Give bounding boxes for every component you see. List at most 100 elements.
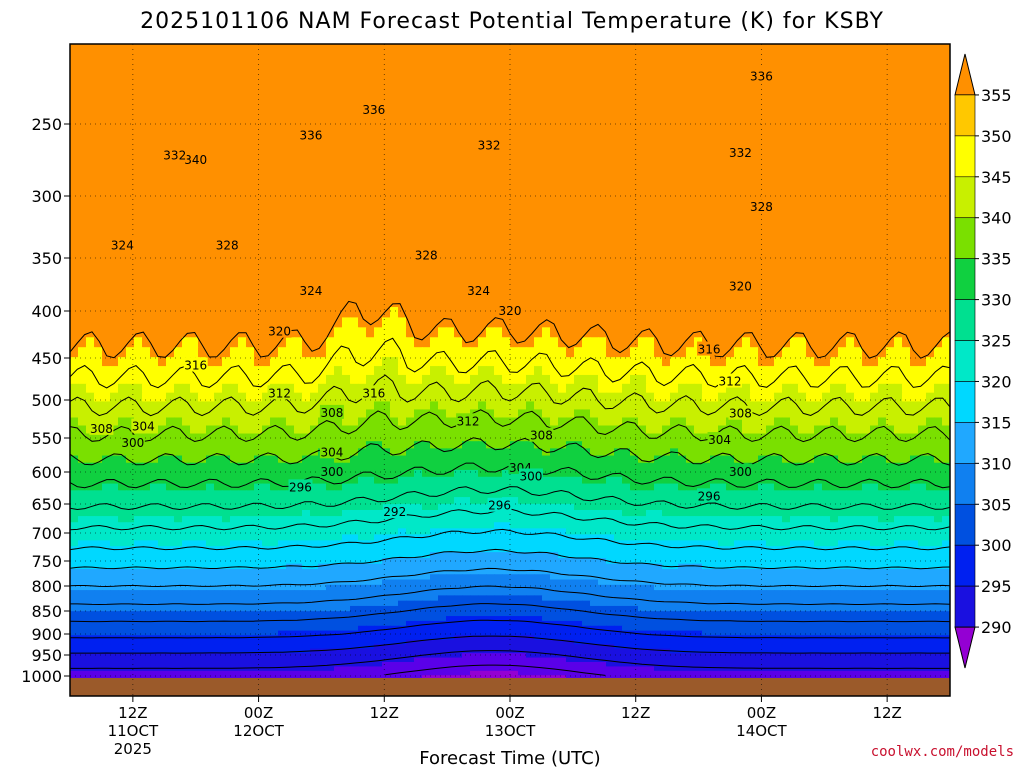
field-cell [470, 374, 479, 385]
field-cell [326, 383, 335, 394]
field-cell [318, 425, 327, 435]
field-cell [878, 197, 887, 212]
field-cell [766, 347, 775, 358]
field-cell [470, 295, 479, 308]
field-cell [102, 462, 111, 471]
field-cell [238, 223, 247, 238]
field-cell [398, 401, 407, 411]
field-cell [758, 401, 767, 411]
field-cell [142, 210, 151, 225]
field-cell [910, 503, 919, 511]
field-cell [702, 374, 711, 385]
field-cell [806, 503, 815, 511]
field-cell [598, 249, 607, 263]
field-cell [206, 366, 215, 376]
field-cell [214, 307, 223, 318]
field-cell [518, 317, 527, 328]
field-cell [790, 357, 799, 367]
field-cell [174, 462, 183, 471]
field-cell [886, 469, 895, 478]
field-cell [830, 284, 839, 297]
field-cell [566, 469, 575, 478]
field-cell [782, 167, 791, 184]
field-cell [678, 337, 687, 348]
field-cell [374, 121, 383, 138]
field-cell [222, 476, 231, 485]
field-cell [566, 347, 575, 358]
field-cell [566, 503, 575, 511]
field-cell [662, 121, 671, 138]
field-cell [910, 77, 919, 93]
field-cell [150, 357, 159, 367]
field-cell [486, 448, 495, 457]
field-cell [86, 44, 95, 49]
field-cell [478, 374, 487, 385]
field-cell [398, 383, 407, 394]
field-cell [870, 497, 879, 505]
field-cell [390, 497, 399, 505]
field-cell [646, 44, 655, 49]
field-cell [470, 425, 479, 435]
field-cell [494, 483, 503, 491]
field-cell [630, 327, 639, 338]
field-cell [814, 409, 823, 419]
field-cell [430, 366, 439, 376]
field-cell [646, 503, 655, 511]
field-cell [734, 136, 743, 153]
field-cell [150, 503, 159, 511]
field-cell [398, 307, 407, 318]
field-cell [846, 197, 855, 212]
field-cell [406, 455, 415, 464]
field-cell [622, 167, 631, 184]
field-cell [790, 152, 799, 168]
field-cell [78, 401, 87, 411]
field-cell [686, 441, 695, 449]
field-cell [918, 273, 927, 286]
field-cell [862, 347, 871, 358]
field-cell [358, 121, 367, 138]
field-cell [862, 152, 871, 168]
field-cell [902, 284, 911, 297]
field-cell [766, 307, 775, 318]
field-cell [142, 357, 151, 367]
field-cell [102, 509, 111, 517]
field-cell [550, 374, 559, 385]
field-cell [630, 262, 639, 275]
field-cell [926, 47, 935, 64]
field-cell [414, 152, 423, 168]
field-cell [374, 366, 383, 376]
field-cell [942, 136, 950, 153]
field-cell [494, 182, 503, 199]
field-cell [206, 182, 215, 199]
field-cell [774, 357, 783, 367]
field-cell [222, 284, 231, 297]
field-cell [902, 295, 911, 308]
field-cell [742, 249, 751, 263]
field-cell [846, 121, 855, 138]
field-cell [542, 182, 551, 199]
field-cell [390, 383, 399, 394]
field-cell [798, 210, 807, 225]
field-cell [830, 106, 839, 123]
field-cell [838, 236, 847, 251]
field-cell [726, 337, 735, 348]
field-cell [926, 152, 935, 168]
field-cell [822, 284, 831, 297]
field-cell [102, 327, 111, 338]
field-cell [142, 462, 151, 471]
field-cell [742, 223, 751, 238]
field-cell [270, 497, 279, 505]
field-cell [198, 92, 207, 108]
field-cell [814, 483, 823, 491]
field-cell [750, 92, 759, 108]
field-cell [446, 249, 455, 263]
field-cell [822, 337, 831, 348]
field-cell [398, 317, 407, 328]
field-cell [822, 392, 831, 403]
field-cell [582, 469, 591, 478]
field-cell [342, 295, 351, 308]
field-cell [454, 262, 463, 275]
field-cell [622, 409, 631, 419]
field-cell [358, 357, 367, 367]
field-cell [798, 490, 807, 498]
